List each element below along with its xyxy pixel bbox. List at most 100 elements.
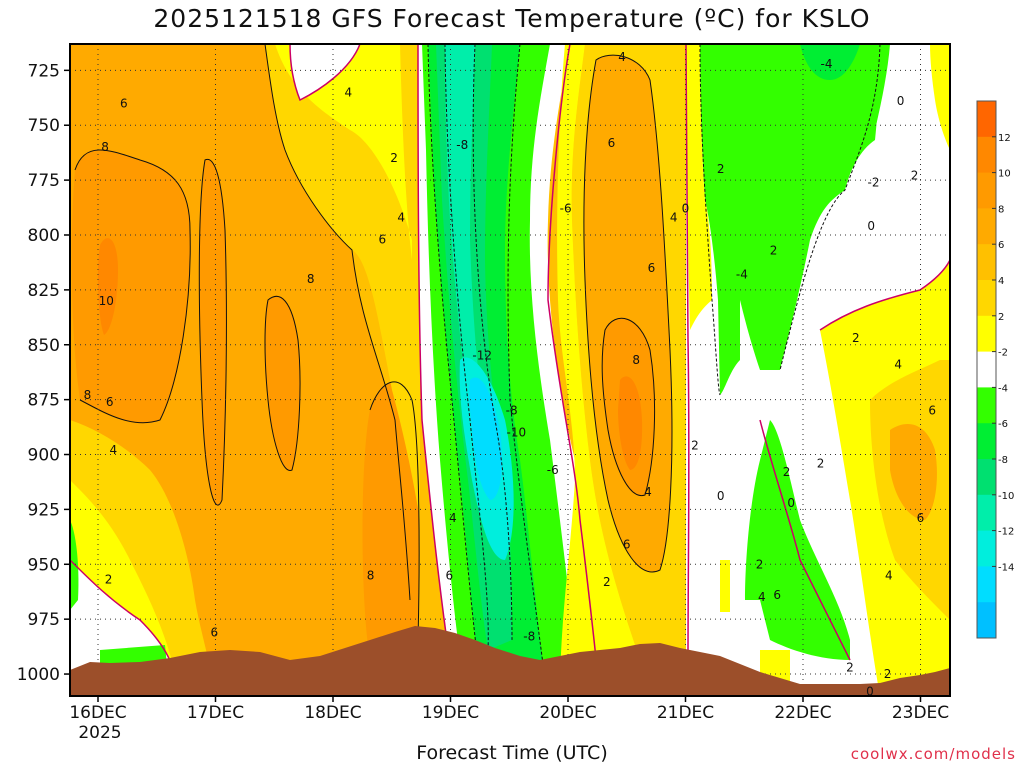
warm-core-16dec [71, 150, 191, 423]
contour-line-zero [759, 419, 851, 661]
colorbar-swatch [977, 530, 996, 567]
contour-line-zero [685, 44, 690, 661]
colorbar-swatch [977, 208, 996, 245]
contour-label: 6 [106, 395, 114, 409]
colorbar-label: 10 [998, 169, 1011, 180]
contour-line-dashed [427, 44, 481, 681]
contour-line-dashed [444, 44, 489, 651]
contour-label: 6 [773, 588, 781, 602]
x-tick-label: 17DEC [187, 703, 244, 723]
contour-line-black [369, 381, 420, 641]
yellow-bottom-21dec [720, 560, 730, 612]
colorbar-swatch [977, 423, 996, 460]
contour-label: 2 [770, 243, 778, 257]
contour-line-zero [289, 44, 361, 102]
contour-label: 8 [101, 140, 109, 154]
colorbar: 12 10 8 6 4 2 -2 -4 -6 -8 -10 -12 -14 [976, 100, 1014, 639]
contour-line-black [583, 54, 673, 573]
contour-label: 2 [817, 456, 825, 470]
contour-label: 2 [852, 331, 860, 345]
contour-label: 8 [84, 388, 92, 402]
y-tick-label: 750 [28, 116, 60, 136]
warm-core-16dec-inner [97, 238, 118, 335]
colorbar-swatch [977, 351, 996, 388]
x-axis-label: Forecast Time (UTC) [416, 742, 608, 764]
contour-label: 6 [211, 625, 219, 639]
white-top-18dec [290, 44, 360, 100]
contour-label: 4 [644, 485, 652, 499]
warm-core-20dec-inner [618, 376, 643, 470]
contour-label: -2 [868, 175, 880, 189]
contour-label: 4 [894, 358, 902, 372]
x-tick-label: 19DEC [422, 703, 479, 723]
plot-frame [69, 43, 951, 697]
contour-line-black [198, 158, 227, 506]
colorbar-swatch [977, 602, 996, 639]
colorbar-swatch [977, 136, 996, 174]
contour-label: 4 [758, 590, 766, 604]
colorbar-swatch [977, 494, 996, 532]
contour-label: 2 [691, 439, 699, 453]
x-axis: 16DEC 17DEC 18DEC 19DEC 20DEC 21DEC 22DEC 23DEC [69, 696, 949, 723]
colorbar-label: 2 [998, 312, 1004, 323]
colorbar-swatch [977, 387, 996, 424]
y-tick-label: 925 [28, 500, 60, 520]
contour-label: 6 [120, 96, 128, 110]
colorbar-label: 12 [998, 133, 1011, 144]
contour-line-zero [417, 44, 456, 696]
temperature-fill-field [70, 44, 950, 696]
y-tick-label: 950 [28, 555, 60, 575]
colorbar-label: -2 [998, 348, 1008, 359]
contour-label: 4 [344, 85, 352, 99]
contour-label: 4 [670, 210, 678, 224]
colorbar-label: -12 [998, 527, 1014, 538]
y-tick-label: 1000 [17, 665, 60, 685]
colorbar-label: -6 [998, 419, 1008, 430]
x-tick-label: 20DEC [539, 703, 596, 723]
orange2-22dec-right [890, 424, 937, 520]
contour-line-dashed [472, 44, 513, 641]
contour-label: 4 [109, 443, 117, 457]
watermark-link[interactable]: coolwx.com/models [850, 745, 1016, 763]
contour-label: 0 [867, 219, 875, 233]
warm-core-18dec-right [362, 381, 420, 660]
contour-line-black [74, 149, 191, 424]
contour-label: 2 [783, 465, 791, 479]
contour-label: 2 [846, 660, 854, 674]
contour-label: -8 [456, 138, 468, 152]
yellow-20dec-edge [557, 44, 640, 696]
contour-label: 0 [787, 496, 795, 510]
contour-label: 8 [367, 568, 375, 582]
yellow-21dec-left [686, 44, 712, 330]
y-axis: 725 750 775 800 825 850 875 900 925 950 975 1000 [17, 61, 70, 685]
contour-label: 2 [911, 169, 919, 183]
contour-label: 6 [648, 261, 656, 275]
contour-label: 8 [632, 353, 640, 367]
green-region-22dec-top [870, 44, 890, 130]
colorbar-label: 8 [998, 204, 1004, 215]
x-tick-label: 18DEC [304, 703, 361, 723]
colorbar-label: 6 [998, 240, 1004, 251]
contour-label: 8 [307, 272, 315, 286]
contour-label: 2 [717, 162, 725, 176]
colorbar-swatch [977, 566, 996, 603]
y-tick-label: 825 [28, 281, 60, 301]
y-tick-label: 850 [28, 336, 60, 356]
x-tick-label: 23DEC [892, 703, 949, 723]
colorbar-frame [976, 100, 997, 639]
contour-label: -8 [523, 630, 535, 644]
colorbar-label: -14 [998, 562, 1014, 573]
yellow2-top-18dec [275, 44, 412, 260]
contour-label: -6 [547, 463, 559, 477]
contour-label: -6 [560, 202, 572, 216]
y-tick-label: 800 [28, 226, 60, 246]
contour-lines [70, 44, 950, 696]
contour-label: 0 [717, 489, 725, 503]
warm-core-18dec [265, 296, 300, 471]
contour-label: -12 [472, 349, 492, 363]
colorbar-label: -10 [998, 491, 1014, 502]
contour-label: -4 [821, 57, 833, 71]
terrain-surface [70, 626, 950, 696]
